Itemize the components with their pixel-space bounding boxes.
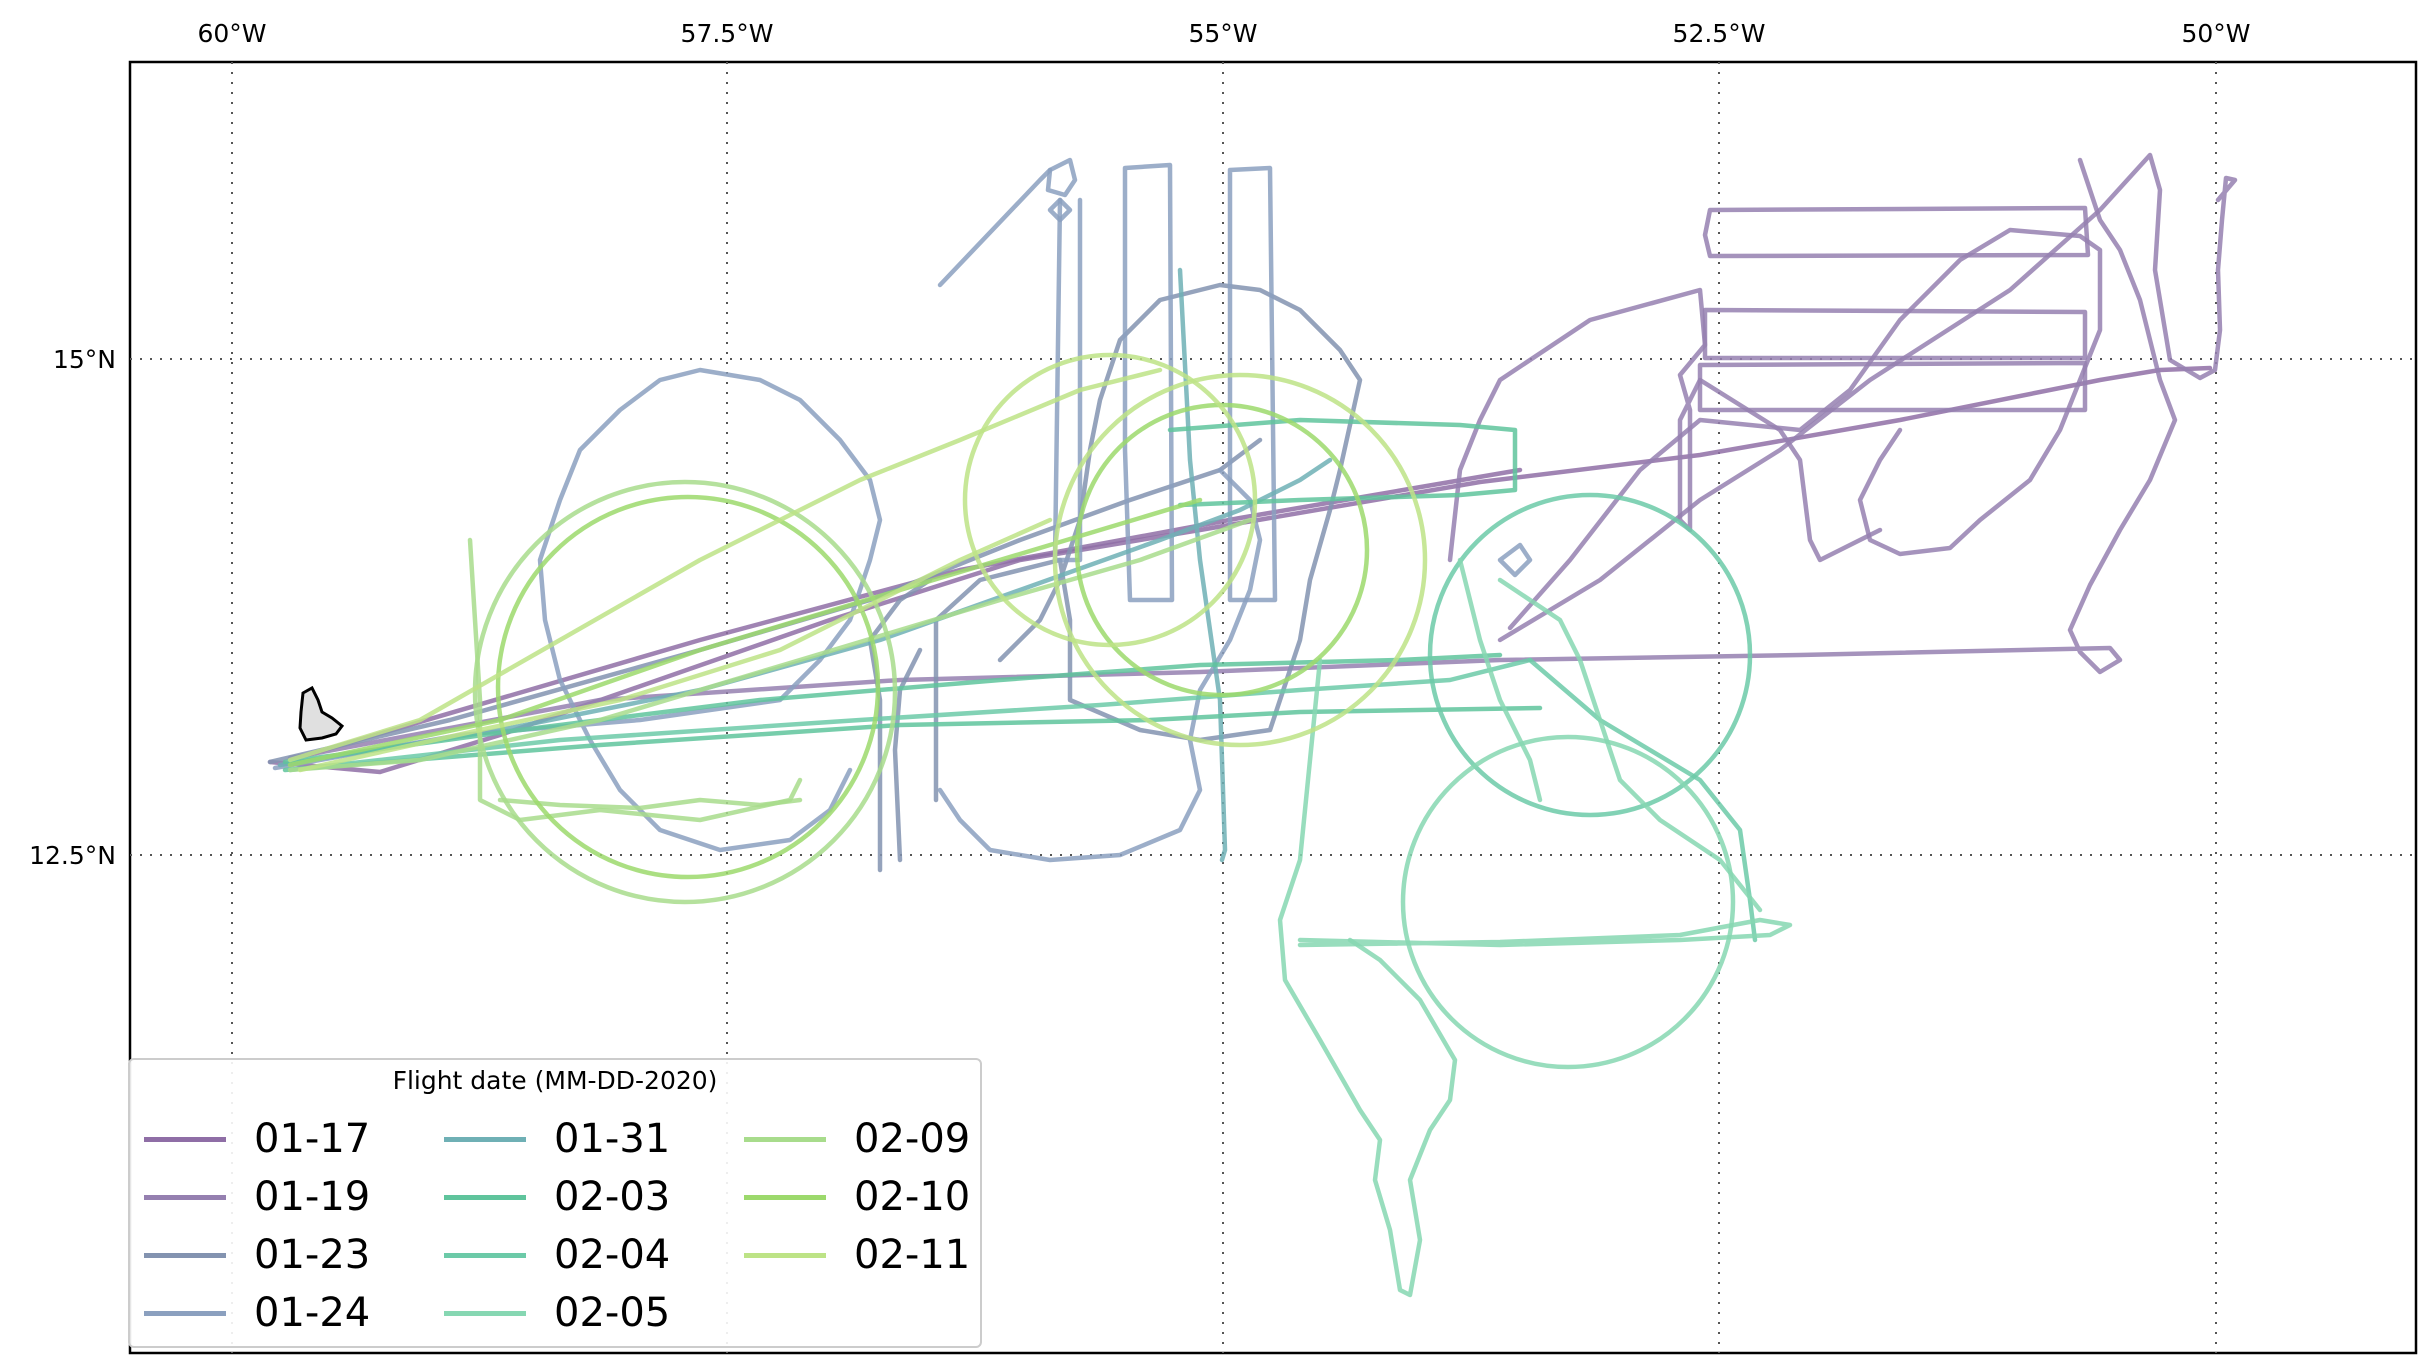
legend-label: 01-19 <box>254 1174 371 1220</box>
legend-swatch <box>744 1136 826 1142</box>
legend: Flight date (MM-DD-2020) 01-17 01-19 01-23… <box>128 1058 982 1348</box>
legend-swatch <box>144 1194 226 1200</box>
legend-swatch <box>744 1194 826 1200</box>
lat-tick-labels: 15°N 12.5°N <box>29 345 116 870</box>
legend-label: 01-23 <box>254 1232 371 1278</box>
legend-entry: 01-31 <box>444 1110 744 1168</box>
track-path <box>1457 557 1543 803</box>
legend-swatch <box>444 1310 526 1316</box>
track-02-04 <box>287 492 1758 943</box>
track-path <box>1227 165 1278 603</box>
legend-swatch <box>744 1252 826 1258</box>
track-path <box>1497 152 2238 643</box>
legend-label: 02-11 <box>854 1232 971 1278</box>
track-loop <box>495 494 881 880</box>
lon-tick-label: 50°W <box>2181 19 2250 48</box>
legend-label: 02-04 <box>554 1232 671 1278</box>
legend-swatch <box>144 1136 226 1142</box>
legend-label: 02-03 <box>554 1174 671 1220</box>
track-path <box>497 797 803 811</box>
legend-label: 02-10 <box>854 1174 971 1220</box>
track-path <box>1167 417 1518 508</box>
lon-tick-label: 60°W <box>197 19 266 48</box>
legend-entry: 02-09 <box>744 1110 984 1168</box>
track-path <box>933 282 1363 803</box>
track-path <box>1122 162 1175 603</box>
legend-entry: 02-11 <box>744 1226 984 1284</box>
graticule <box>130 62 2416 1353</box>
track-path <box>297 517 1053 773</box>
legend-swatch <box>144 1252 226 1258</box>
legend-entry: 02-05 <box>444 1284 744 1342</box>
track-loop <box>1052 372 1428 748</box>
legend-title: Flight date (MM-DD-2020) <box>392 1066 718 1095</box>
flight-tracks <box>267 152 2238 1298</box>
legend-entry: 02-04 <box>444 1226 744 1284</box>
legend-swatch <box>444 1194 526 1200</box>
track-path <box>287 497 1203 768</box>
track-loop <box>472 479 898 905</box>
legend-entry: 02-03 <box>444 1168 744 1226</box>
track-path <box>277 457 1333 768</box>
track-loop <box>1427 492 1753 818</box>
track-path <box>937 467 1263 863</box>
lon-tick-label: 55°W <box>1188 19 1257 48</box>
track-loop <box>962 352 1258 648</box>
track-path <box>892 647 923 863</box>
lon-tick-label: 57.5°W <box>681 19 774 48</box>
legend-entry: 01-24 <box>144 1284 444 1342</box>
lon-tick-labels: 60°W 57.5°W 55°W 52.5°W 50°W <box>197 19 2250 48</box>
legend-swatch <box>144 1310 226 1316</box>
legend-label: 01-31 <box>554 1116 671 1162</box>
track-path <box>287 157 2178 761</box>
legend-entries: 01-17 01-19 01-23 01-24 01-31 02-03 02-04 02-05… <box>144 1110 984 1342</box>
track-path <box>1497 542 1533 578</box>
track-01-19 <box>287 152 2238 761</box>
track-path <box>937 167 1073 288</box>
legend-entry: 02-10 <box>744 1168 984 1226</box>
legend-swatch <box>444 1252 526 1258</box>
track-path <box>287 517 1253 773</box>
track-path <box>1497 577 1763 913</box>
track-02-05 <box>1277 557 1793 1298</box>
track-path <box>287 657 1533 773</box>
legend-label: 01-17 <box>254 1116 371 1162</box>
track-path <box>1507 227 2103 631</box>
track-path <box>1045 157 1083 563</box>
legend-label: 02-05 <box>554 1290 671 1336</box>
legend-label: 01-24 <box>254 1290 371 1336</box>
lat-tick-label: 15°N <box>53 345 116 374</box>
legend-label: 02-09 <box>854 1116 971 1162</box>
legend-swatch <box>444 1136 526 1142</box>
track-path <box>1527 657 1758 943</box>
island-outline <box>298 685 345 742</box>
track-02-11 <box>287 352 1428 773</box>
track-path <box>1702 205 2091 259</box>
track-path <box>287 367 1163 763</box>
track-path <box>1277 657 1458 1298</box>
track-path <box>1697 360 2088 413</box>
track-path <box>1297 917 1793 948</box>
track-02-03 <box>282 417 1543 773</box>
lat-tick-label: 12.5°N <box>29 841 116 870</box>
track-path <box>1447 287 1883 563</box>
lon-tick-label: 52.5°W <box>1673 19 1766 48</box>
track-loop <box>1400 734 1736 1070</box>
track-02-09 <box>287 479 1253 905</box>
legend-entry: 01-23 <box>144 1226 444 1284</box>
track-path <box>282 652 1543 773</box>
legend-entry: 01-17 <box>144 1110 444 1168</box>
legend-entry: 01-19 <box>144 1168 444 1226</box>
